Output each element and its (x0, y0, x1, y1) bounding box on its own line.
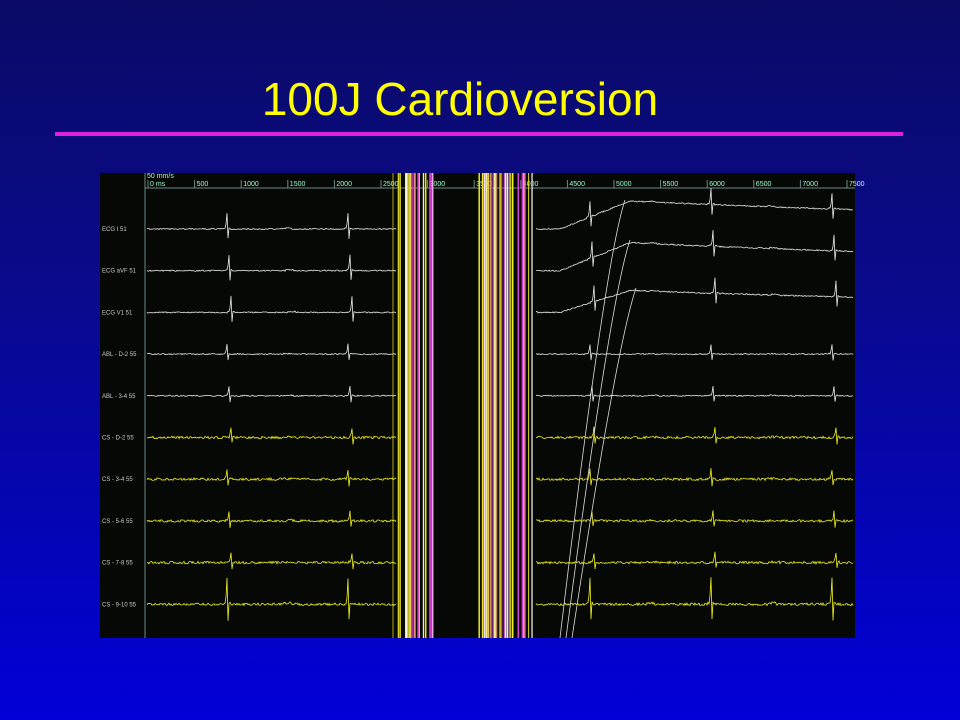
channel-label: ECG V1 51 (102, 310, 133, 316)
ruler-label: 6500 (756, 181, 772, 188)
trace (146, 577, 854, 621)
trace (146, 188, 854, 239)
baseline-drift (559, 199, 626, 639)
ruler-label: 5000 (616, 181, 632, 188)
channel-label: CS - 9-10 55 (102, 602, 137, 608)
ruler-label: 1000 (243, 181, 259, 188)
trace (146, 385, 854, 403)
ruler-label: 0 ms (150, 181, 166, 188)
title-rule (55, 132, 903, 136)
channel-label: ECG I 51 (102, 227, 127, 233)
channel-label: ABL - D-2 55 (102, 352, 137, 358)
channel-label: ABL - 3-4 55 (102, 394, 136, 400)
channel-label: CS - D-2 55 (102, 436, 134, 442)
ruler-label: 500 (197, 181, 209, 188)
ruler-label: 7000 (802, 181, 818, 188)
ruler-label: 3000 (430, 181, 446, 188)
trace (146, 277, 854, 322)
slide-title: 100J Cardioversion (261, 73, 659, 125)
trace (146, 426, 854, 445)
trace (146, 510, 854, 528)
trace (146, 468, 854, 487)
channel-label: CS - 3-4 55 (102, 477, 133, 483)
ruler-label: 4500 (569, 181, 585, 188)
baseline-drift (571, 287, 637, 639)
ruler-label: 2000 (336, 181, 352, 188)
channel-label: CS - 5-6 55 (102, 519, 133, 525)
ruler-label: 6000 (709, 181, 725, 188)
recording-panel (100, 173, 855, 638)
trace (147, 343, 854, 361)
ruler-label: 5500 (663, 181, 679, 188)
ruler-label: 7500 (849, 181, 865, 188)
ruler-label: 2500 (383, 181, 399, 188)
ruler-label: 4000 (523, 181, 539, 188)
trace (146, 551, 854, 570)
trace (146, 230, 854, 281)
baseline-drift (565, 239, 631, 639)
ruler-label: 1500 (290, 181, 306, 188)
channel-label: CS - 7-8 55 (102, 561, 133, 567)
channel-label: ECG aVF 51 (102, 269, 137, 275)
scale-label: 50 mm/s (147, 173, 174, 180)
